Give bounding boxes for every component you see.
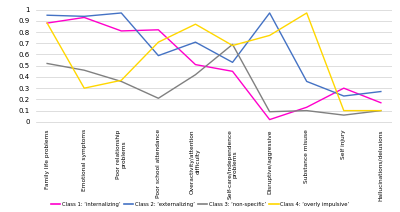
Legend: Class 1: ‘internalizing’, Class 2: ‘externalizing’, Class 3: ‘non-specific’, Cla: Class 1: ‘internalizing’, Class 2: ‘exte… bbox=[49, 200, 351, 209]
